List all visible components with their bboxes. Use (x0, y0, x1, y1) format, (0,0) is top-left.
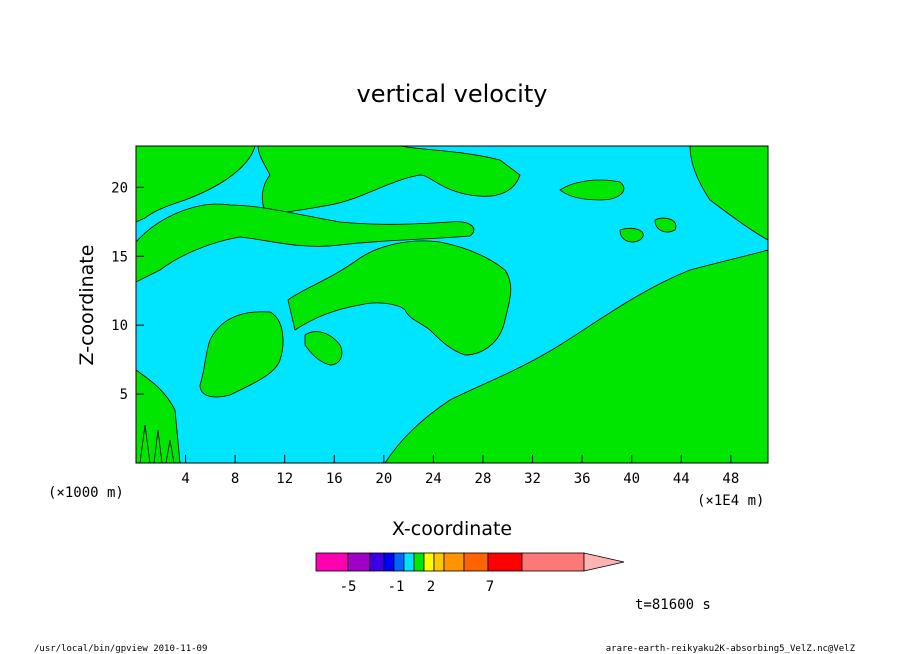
colorbar-cell (423, 552, 435, 572)
chart-title: vertical velocity (357, 80, 548, 108)
x-tick-label: 20 (375, 471, 392, 487)
colorbar-cell (369, 552, 385, 572)
region-lower-right (384, 249, 769, 464)
colorbar-cell (315, 552, 349, 572)
x-scale-label: (×1E4 m) (697, 493, 764, 509)
y-tick-label: 15 (111, 249, 128, 265)
x-axis-ticks: 4 8 12 16 20 24 28 32 36 40 44 48 (181, 455, 739, 487)
time-label: t=81600 s (635, 597, 711, 613)
colorbar-cell (463, 552, 489, 572)
colorbar-cell (443, 552, 465, 572)
x-tick-label: 16 (326, 471, 343, 487)
x-tick-label: 36 (574, 471, 591, 487)
colorbar-cell (347, 552, 371, 572)
x-tick-label: 28 (475, 471, 492, 487)
y-axis-ticks: 5 10 15 20 (111, 180, 144, 403)
region-small-blob (304, 331, 343, 366)
colorbar: -5 -1 2 7 (315, 552, 625, 595)
x-tick-label: 24 (425, 471, 442, 487)
colorbar-cell (383, 552, 395, 572)
positive-velocity-regions (135, 145, 769, 464)
x-unit-label: (×1000 m) (48, 485, 124, 501)
region-right-blob (619, 227, 644, 243)
colorbar-arrow (583, 552, 625, 572)
y-tick-label: 10 (111, 318, 128, 334)
colorbar-label: 7 (486, 579, 494, 595)
plot-frame (135, 145, 769, 464)
region-left-lower (199, 311, 284, 398)
x-tick-label: 32 (524, 471, 541, 487)
region-upper-band (257, 145, 521, 213)
colorbar-cell (521, 552, 585, 572)
colorbar-cell (433, 552, 445, 572)
region-left-middle (135, 203, 475, 283)
colorbar-cell (393, 552, 405, 572)
footer-right: arare-earth-reikyaku2K-absorbing5_VelZ.n… (606, 644, 856, 654)
x-tick-label: 8 (231, 471, 239, 487)
y-axis-label: Z-coordinate (76, 245, 98, 366)
x-tick-label: 44 (673, 471, 690, 487)
region-upper-left (135, 145, 256, 223)
x-tick-label: 4 (181, 471, 189, 487)
colorbar-cell (413, 552, 425, 572)
x-axis-label: X-coordinate (392, 518, 512, 540)
x-tick-label: 12 (276, 471, 293, 487)
region-central-blob (287, 240, 512, 356)
colorbar-cell (403, 552, 415, 572)
plot-area (135, 145, 769, 464)
region-right-stripes (689, 145, 769, 241)
colorbar-label: -5 (340, 579, 357, 595)
y-tick-label: 20 (111, 180, 128, 196)
colorbar-label: 2 (427, 579, 435, 595)
region-right-small (654, 217, 677, 233)
colorbar-cell (487, 552, 523, 572)
x-tick-label: 48 (722, 471, 739, 487)
footer-left: /usr/local/bin/gpview 2010-11-09 (34, 644, 207, 654)
colorbar-label: -1 (388, 579, 405, 595)
region-right-middle (559, 179, 625, 201)
x-tick-label: 40 (623, 471, 640, 487)
y-tick-label: 5 (120, 387, 128, 403)
